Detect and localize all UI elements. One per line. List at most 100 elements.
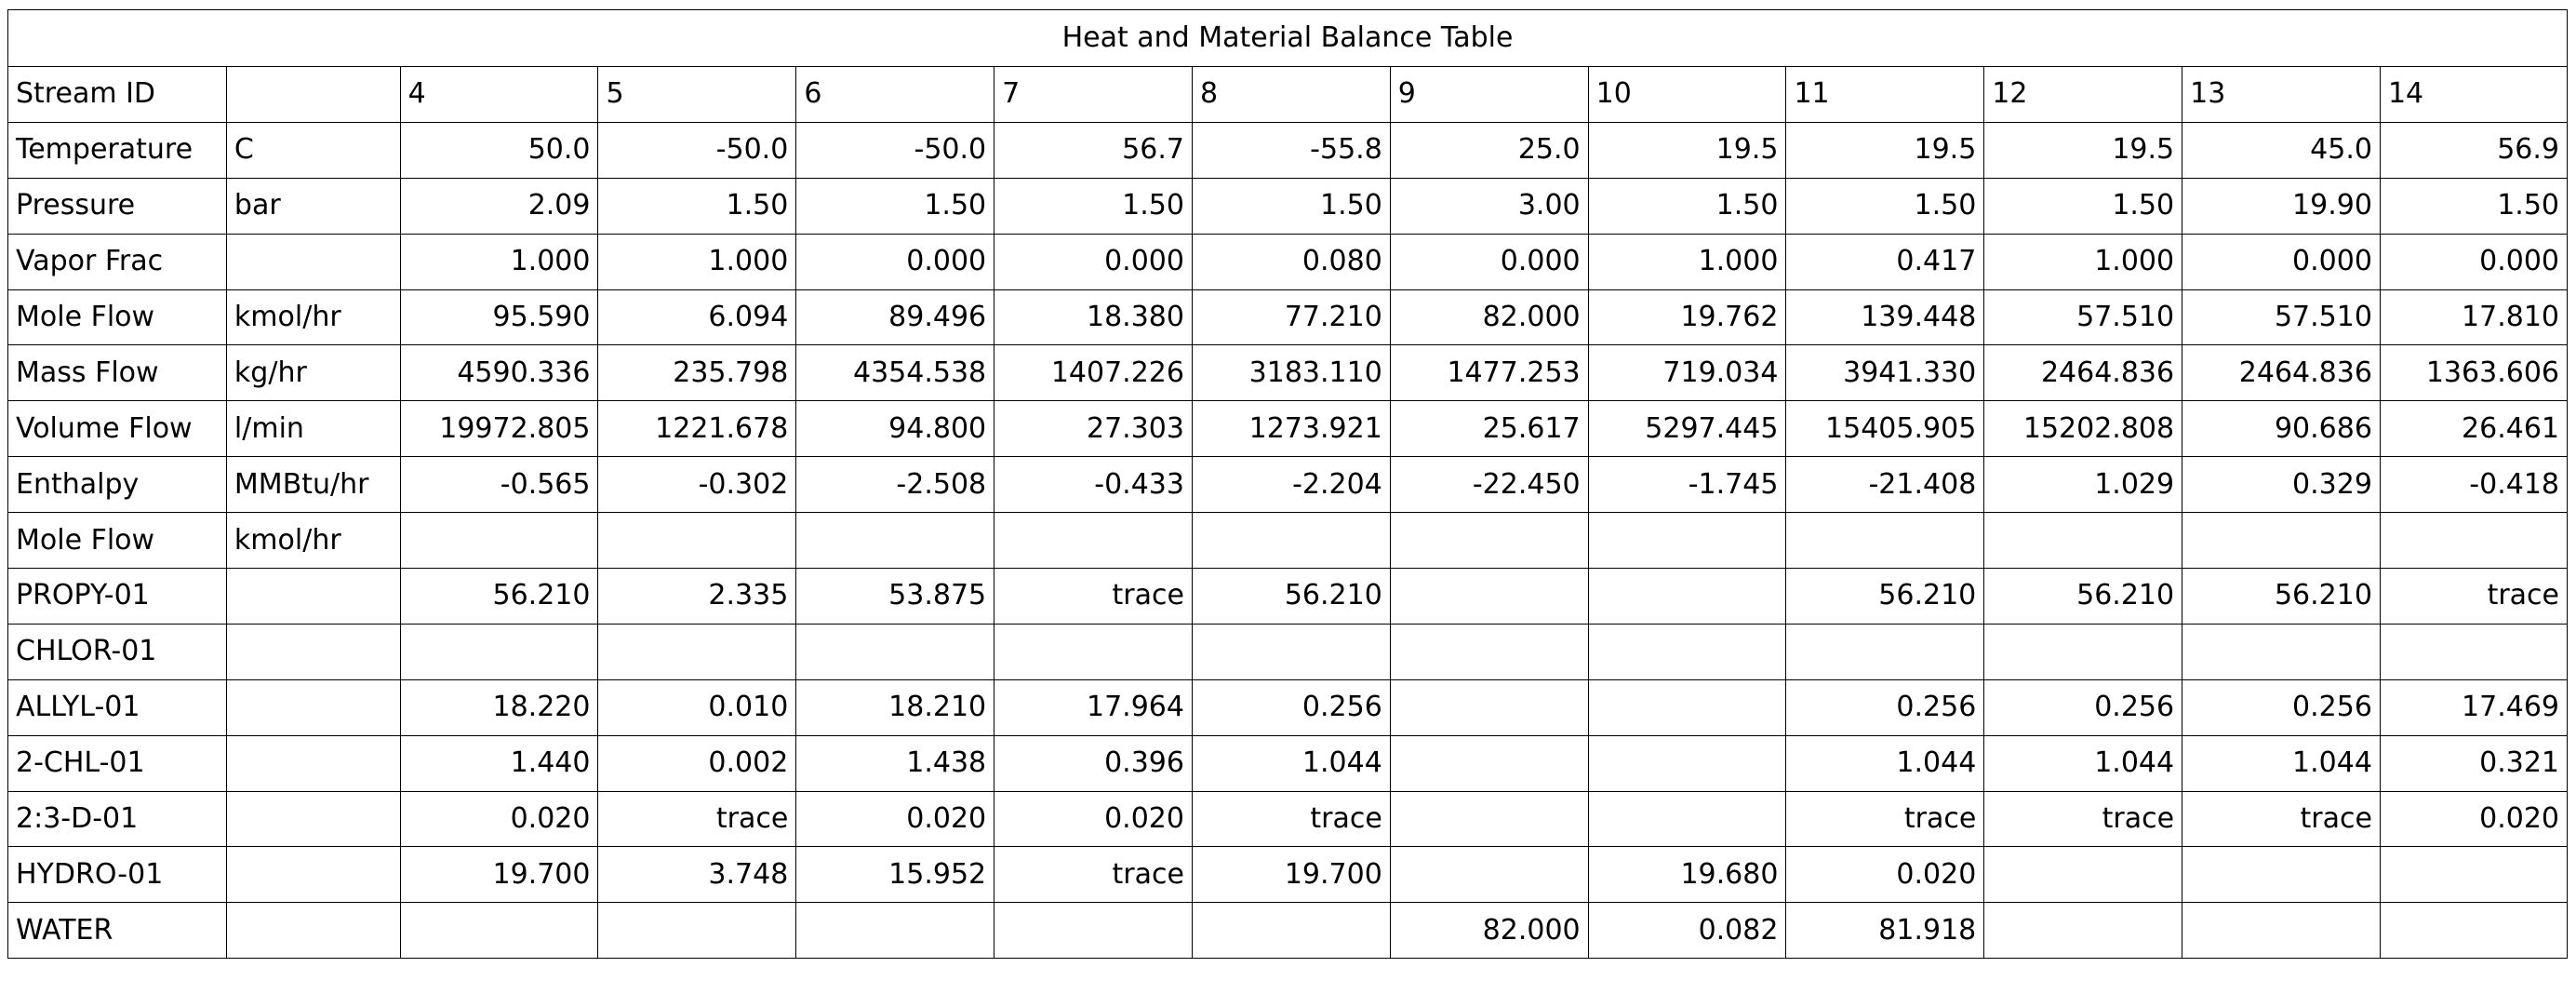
value-cell: 3.748: [597, 846, 797, 904]
stream-id-cell: 6: [795, 66, 995, 123]
component-row: CHLOR-01: [7, 623, 2569, 680]
value-cell: [1389, 623, 1589, 680]
value-cell: 56.210: [1785, 568, 1985, 625]
value-cell: -21.408: [1785, 456, 1985, 514]
value-cell: [597, 623, 797, 680]
value-cell: 0.002: [597, 734, 797, 792]
value-cell: [1389, 512, 1589, 570]
heat-material-balance-table: Heat and Material Balance Table Stream I…: [7, 9, 2569, 960]
row-unit: [225, 568, 401, 625]
value-cell: 1.044: [1983, 734, 2183, 792]
value-cell: [1587, 790, 1787, 848]
value-cell: trace: [994, 568, 1193, 625]
row-unit: bar: [225, 177, 401, 235]
value-cell: [2182, 846, 2381, 904]
value-cell: 2464.836: [1983, 344, 2183, 402]
row-label: Mass Flow: [7, 344, 227, 402]
value-cell: [597, 512, 797, 570]
value-cell: [1587, 678, 1787, 736]
value-cell: 0.010: [597, 678, 797, 736]
value-cell: -0.433: [994, 456, 1193, 514]
row-label: Enthalpy: [7, 456, 227, 514]
row-unit: [225, 678, 401, 736]
value-cell: -50.0: [597, 121, 797, 179]
value-cell: [994, 902, 1193, 960]
value-cell: -0.565: [399, 456, 599, 514]
row-label: Mole Flow: [7, 289, 227, 346]
value-cell: 82.000: [1389, 902, 1589, 960]
stream-id-cell: 4: [399, 66, 599, 123]
value-cell: [1587, 734, 1787, 792]
value-cell: 5297.445: [1587, 400, 1787, 458]
value-cell: 0.080: [1191, 233, 1391, 290]
row-unit: [225, 846, 401, 904]
component-row: 2-CHL-01 1.440 0.002 1.438 0.396 1.044 1.044 1.…: [7, 734, 2569, 792]
component-label: ALLYL-01: [7, 678, 227, 736]
component-row: HYDRO-01 19.700 3.748 15.952 trace 19.700 19.6…: [7, 846, 2569, 904]
value-cell: 56.7: [994, 121, 1193, 179]
value-cell: [1587, 568, 1787, 625]
row-unit: [225, 902, 401, 960]
property-row: Temperature C 50.0 -50.0 -50.0 56.7 -55.8 25.0 1…: [7, 121, 2569, 179]
value-cell: 18.380: [994, 289, 1193, 346]
value-cell: 1.438: [795, 734, 995, 792]
value-cell: 19.5: [1983, 121, 2183, 179]
value-cell: -0.418: [2379, 456, 2569, 514]
property-row: Pressure bar 2.09 1.50 1.50 1.50 1.50 3.00 1.50 1…: [7, 177, 2569, 235]
row-label: Vapor Frac: [7, 233, 227, 290]
value-cell: [994, 512, 1193, 570]
value-cell: [399, 902, 599, 960]
value-cell: 17.810: [2379, 289, 2569, 346]
value-cell: 50.0: [399, 121, 599, 179]
row-unit: [225, 734, 401, 792]
table-title: Heat and Material Balance Table: [7, 9, 2568, 67]
value-cell: 19.680: [1587, 846, 1787, 904]
value-cell: 1363.606: [2379, 344, 2569, 402]
value-cell: 0.000: [2379, 233, 2569, 290]
value-cell: 1.044: [2182, 734, 2381, 792]
row-unit: l/min: [225, 400, 401, 458]
value-cell: 1.50: [795, 177, 995, 235]
value-cell: [399, 512, 599, 570]
value-cell: [1191, 512, 1391, 570]
stream-id-cell: 5: [597, 66, 797, 123]
stream-id-cell: 7: [994, 66, 1193, 123]
value-cell: [2182, 512, 2381, 570]
stream-id-cell: 10: [1587, 66, 1787, 123]
value-cell: trace: [1983, 790, 2183, 848]
value-cell: [1983, 846, 2183, 904]
row-unit: [225, 233, 401, 290]
value-cell: 56.210: [1983, 568, 2183, 625]
value-cell: 1.029: [1983, 456, 2183, 514]
stream-id-cell: 11: [1785, 66, 1985, 123]
value-cell: 17.964: [994, 678, 1193, 736]
value-cell: 1.50: [1587, 177, 1787, 235]
property-row: Enthalpy MMBtu/hr -0.565 -0.302 -2.508 -0.433…: [7, 456, 2569, 514]
value-cell: 56.210: [1191, 568, 1391, 625]
value-cell: 1.044: [1191, 734, 1391, 792]
component-row: 2:3-D-01 0.020 trace 0.020 0.020 trace trace tr…: [7, 790, 2569, 848]
value-cell: 45.0: [2182, 121, 2381, 179]
value-cell: 90.686: [2182, 400, 2381, 458]
value-cell: 1.50: [1983, 177, 2183, 235]
value-cell: [1191, 623, 1391, 680]
value-cell: [1983, 512, 2183, 570]
value-cell: 3183.110: [1191, 344, 1391, 402]
value-cell: 2.335: [597, 568, 797, 625]
value-cell: 3941.330: [1785, 344, 1985, 402]
value-cell: 19972.805: [399, 400, 599, 458]
value-cell: 19.762: [1587, 289, 1787, 346]
row-label: Volume Flow: [7, 400, 227, 458]
value-cell: [1389, 790, 1589, 848]
value-cell: 1.50: [1191, 177, 1391, 235]
value-cell: 57.510: [2182, 289, 2381, 346]
value-cell: 1.044: [1785, 734, 1985, 792]
value-cell: 0.396: [994, 734, 1193, 792]
value-cell: [399, 623, 599, 680]
row-unit: kg/hr: [225, 344, 401, 402]
row-label: Pressure: [7, 177, 227, 235]
value-cell: 0.000: [795, 233, 995, 290]
value-cell: 0.321: [2379, 734, 2569, 792]
value-cell: 27.303: [994, 400, 1193, 458]
value-cell: 0.256: [2182, 678, 2381, 736]
